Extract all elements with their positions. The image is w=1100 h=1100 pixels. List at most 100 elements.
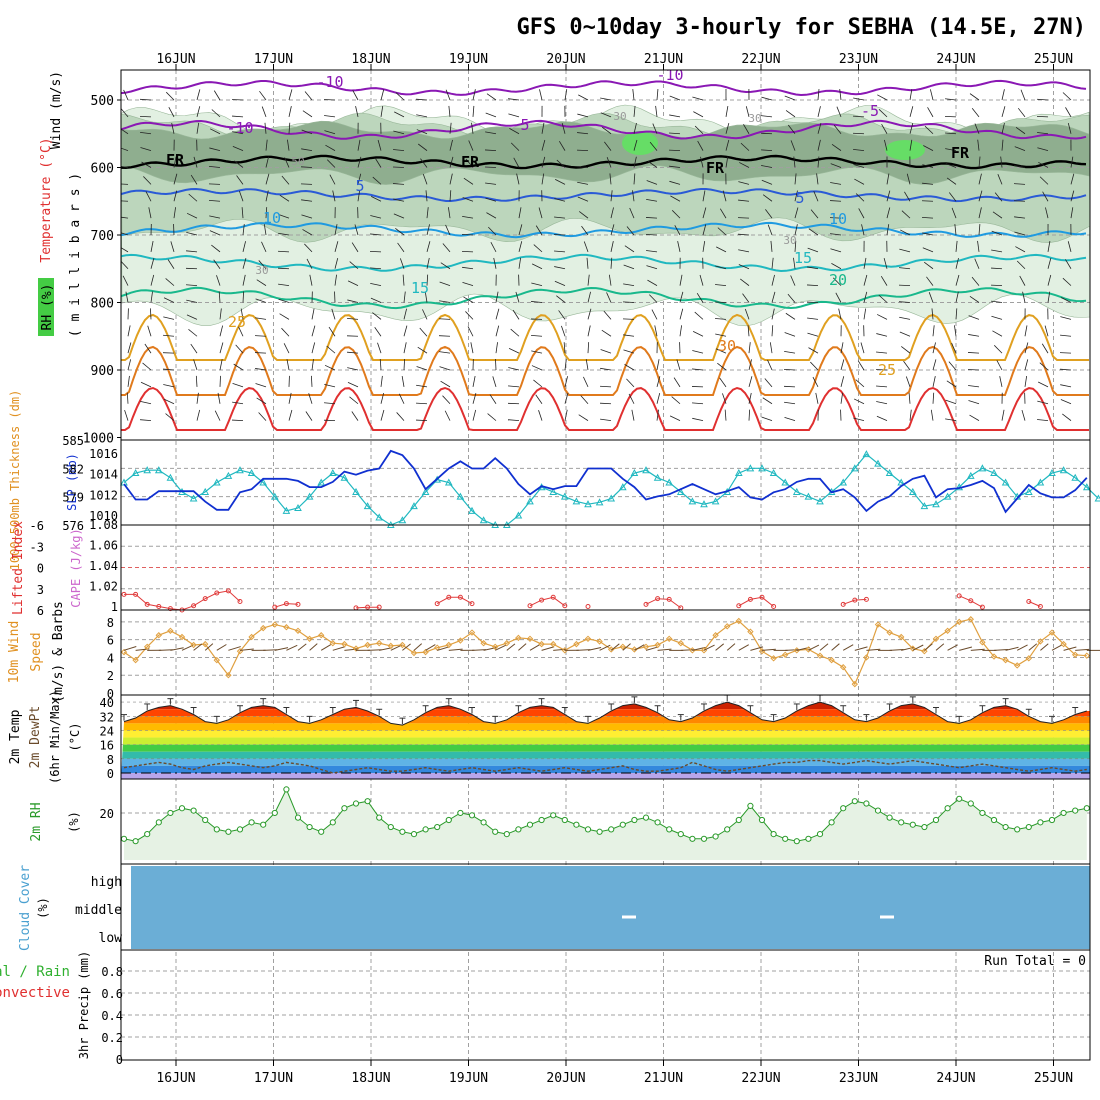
wind-barb: [646, 265, 658, 270]
wind-barb: [853, 148, 865, 152]
wind-barb: [326, 159, 336, 168]
wind-barb: [656, 89, 659, 101]
wind-barb: [1021, 409, 1026, 421]
dewpoint-line: [123, 759, 1087, 774]
wind-barb: [806, 284, 819, 287]
date-label-top: 20JUN: [546, 52, 585, 67]
wind-barb: [147, 325, 152, 337]
wind-tick: 0: [107, 687, 114, 701]
date-label-bottom: 20JUN: [546, 1071, 585, 1086]
wind-barb: [489, 394, 497, 404]
rh2m-point: [724, 826, 731, 833]
wind-barb: [347, 317, 359, 320]
wind-barb: [380, 392, 385, 404]
wind-barb: [810, 361, 819, 371]
wind10-ylabels: 10m Wind Speed (m/s) & Barbs: [7, 601, 66, 703]
rh2m-point: [236, 826, 244, 833]
wind-barb: [623, 264, 635, 270]
wind-barb: [445, 224, 451, 236]
wind-barb: [922, 164, 934, 168]
precip-tick: 0.6: [101, 987, 123, 1001]
precip-tick: 0.2: [101, 1031, 123, 1045]
rh2m-point: [457, 809, 464, 817]
wind-barb: [564, 393, 569, 404]
wind-barb: [1060, 368, 1072, 371]
thickness-point: [897, 478, 906, 486]
wind-barb: [235, 344, 244, 354]
wind-barb: [991, 249, 1003, 253]
wind-barb: [449, 173, 453, 185]
wind-barb: [861, 224, 865, 236]
wind-barb: [541, 156, 546, 168]
wind-barb: [261, 106, 267, 118]
wind-barb: [945, 418, 957, 422]
wind10-barb: [437, 646, 450, 651]
wind-barb: [715, 284, 727, 287]
wind-speed-point: [445, 641, 453, 649]
wind-barb: [899, 301, 911, 303]
thickness-point: [746, 464, 755, 472]
date-label-top: 24JUN: [936, 52, 975, 67]
wind-barb: [416, 114, 428, 118]
wind-barb: [393, 198, 405, 202]
wind-barb: [467, 326, 474, 337]
wind-barb: [140, 381, 152, 388]
wind-barb: [125, 291, 129, 303]
wind-barb: [140, 400, 152, 405]
cloud-level-low: low: [99, 931, 123, 946]
wind-barb: [242, 224, 245, 236]
wind-barb: [563, 342, 566, 354]
wind-barb: [812, 376, 819, 388]
wind-barb: [495, 291, 499, 303]
wind-barb: [127, 359, 132, 371]
li-point: [840, 601, 846, 607]
rh2m-point: [898, 819, 905, 826]
axis-ticks: 5855825795761016101410121010-6-30361.081…: [30, 434, 123, 1067]
wind-speed-point: [143, 643, 151, 650]
wind-barb: [426, 257, 430, 269]
wind-barb: [163, 384, 175, 388]
wind-barb: [1061, 297, 1072, 303]
wind-barb: [647, 160, 658, 168]
cloud-cover-fill: [131, 866, 1090, 949]
wind-tick: 4: [107, 651, 114, 665]
wind-barb: [577, 181, 589, 185]
wind-barb: [209, 215, 221, 219]
wind-barb: [305, 411, 313, 421]
wind-barb: [738, 233, 750, 236]
wind-barb: [265, 139, 268, 151]
wind-barb: [1037, 400, 1049, 405]
wind-barb: [600, 367, 612, 371]
wind-barb: [899, 331, 911, 337]
wind-barb: [945, 148, 957, 152]
ylabel-cape: CAPE (J/kg): [69, 528, 83, 607]
wind-barb: [697, 140, 704, 151]
wind10-barb: [471, 649, 486, 651]
wind-barb: [810, 209, 819, 219]
rh2m-point: [886, 814, 893, 821]
wind-speed-point: [886, 629, 893, 636]
cape-tick: 1.04: [89, 559, 118, 573]
wind-speed-point: [375, 640, 383, 647]
wind-barb: [121, 260, 129, 270]
wind-barb: [186, 299, 198, 303]
wind-speed-point: [747, 628, 754, 635]
wind-speed-point: [1037, 638, 1044, 645]
wind-barb: [1047, 291, 1051, 303]
wind-barb: [196, 409, 201, 421]
wind-barb: [840, 359, 845, 371]
wind-barb: [748, 359, 752, 371]
wind-barb: [974, 123, 980, 134]
li-tick: 0: [37, 562, 44, 576]
wind-barb: [255, 383, 267, 388]
wind-barb: [931, 308, 934, 320]
wind-barb: [397, 242, 405, 253]
wind-speed-point: [248, 633, 255, 641]
wind-barb: [645, 234, 658, 236]
thickness-point: [282, 506, 291, 514]
rh2m-point: [1048, 816, 1056, 824]
wind-speed-point: [955, 618, 963, 626]
wind-barb: [817, 139, 821, 151]
rh2m-point: [747, 802, 754, 809]
